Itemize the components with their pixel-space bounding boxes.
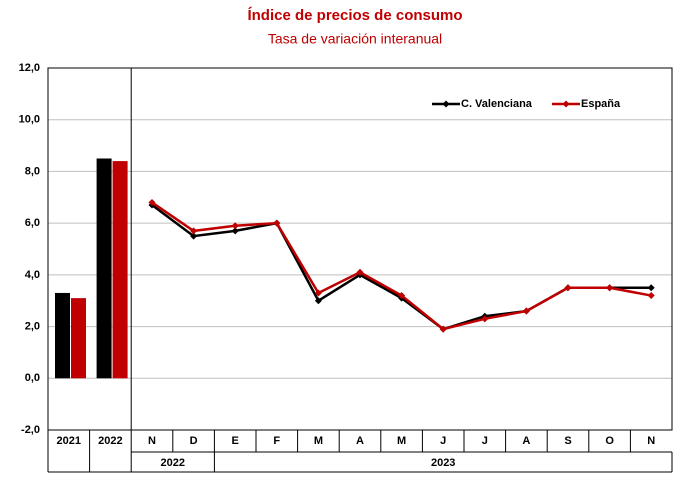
legend-label: C. Valenciana: [461, 98, 533, 110]
y-tick-label: 4,0: [25, 269, 40, 281]
marker: [481, 315, 489, 323]
plot-frame: [47, 67, 673, 431]
x-tick-label: N: [647, 435, 655, 447]
x-tick-label: 2022: [98, 435, 122, 447]
x-tick-label: J: [440, 435, 446, 447]
line: [151, 201, 652, 331]
x-tick-label: J: [482, 435, 488, 447]
bar: [71, 298, 86, 379]
marker: [190, 227, 198, 235]
marker: [522, 307, 530, 315]
x-tick-label: A: [522, 435, 530, 447]
bar: [112, 161, 128, 379]
y-tick-label: 10,0: [19, 114, 40, 126]
y-tick-label: 12,0: [19, 62, 40, 74]
chart-title: Índice de precios de consumo: [247, 7, 462, 24]
marker: [231, 227, 239, 235]
marker: [398, 292, 406, 300]
group-label: 2023: [431, 457, 455, 469]
y-tick-label: -2,0: [21, 424, 40, 436]
marker: [606, 284, 614, 292]
x-tick-label: 2021: [57, 435, 81, 447]
marker: [190, 232, 198, 240]
marker: [148, 198, 156, 206]
marker: [356, 268, 364, 276]
y-tick-label: 2,0: [25, 320, 40, 332]
x-tick-label: D: [190, 435, 198, 447]
legend-label: España: [581, 98, 621, 110]
group-label: 2022: [161, 457, 185, 469]
x-tick-label: S: [564, 435, 571, 447]
x-tick-label: O: [605, 435, 614, 447]
y-tick-label: 8,0: [25, 165, 40, 177]
x-tick-label: M: [397, 435, 406, 447]
y-tick-label: 0,0: [25, 372, 40, 384]
marker: [314, 289, 322, 297]
line: [151, 204, 652, 331]
marker: [647, 292, 655, 300]
marker: [231, 222, 239, 230]
bar: [96, 158, 112, 379]
chart-subtitle: Tasa de variación interanual: [268, 31, 442, 47]
x-tick-label: M: [314, 435, 323, 447]
marker: [647, 284, 655, 292]
marker: [273, 219, 281, 227]
marker: [564, 284, 572, 292]
y-tick-label: 6,0: [25, 217, 40, 229]
x-tick-label: F: [273, 435, 280, 447]
x-tick-label: A: [356, 435, 364, 447]
bar: [55, 292, 70, 379]
legend-marker: [442, 100, 450, 108]
legend-marker: [562, 100, 570, 108]
x-tick-label: N: [148, 435, 156, 447]
marker: [439, 325, 447, 333]
marker: [314, 297, 322, 305]
x-tick-label: E: [232, 435, 239, 447]
